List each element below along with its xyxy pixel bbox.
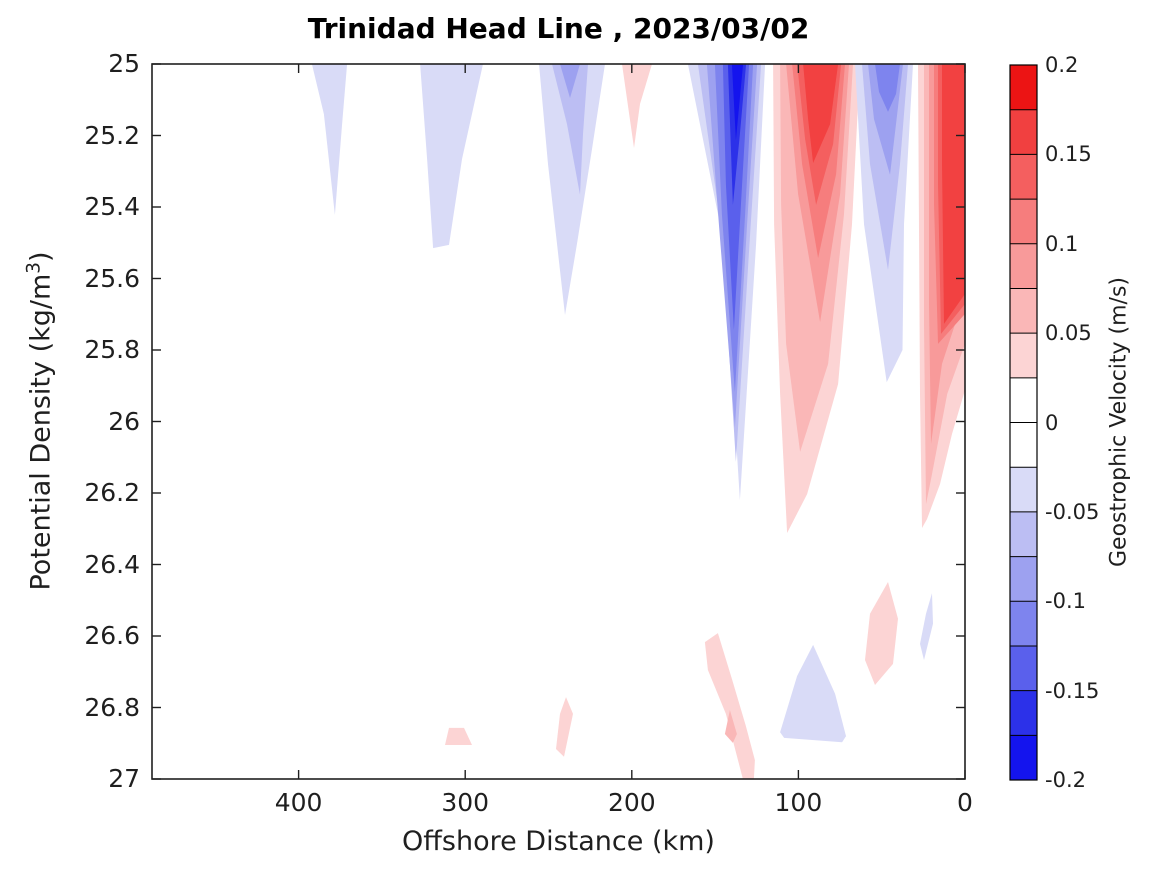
colorbar-segment (1010, 377, 1037, 423)
y-tick-label: 26 (108, 406, 140, 436)
colorbar-tick-label: -0.05 (1045, 499, 1100, 524)
x-tick-label: 400 (274, 788, 323, 817)
y-tick-label: 25.6 (84, 263, 140, 293)
colorbar-segment (1010, 422, 1037, 468)
colorbar-segment (1010, 288, 1037, 334)
colorbar-segment (1010, 243, 1037, 289)
colorbar-tick-label: 0.05 (1045, 321, 1092, 346)
x-tick-label: 200 (607, 788, 656, 817)
y-tick-label: 27 (108, 764, 140, 793)
colorbar-label: Geostrophic Velocity (m/s) (1106, 276, 1132, 568)
contour-band-blue-jet-140km-L7 (731, 64, 744, 141)
contour-band-deep-blue-blob-90km (780, 644, 846, 743)
colorbar-segment (1010, 556, 1037, 602)
contour-band-blue-band-45km-L4 (875, 64, 900, 112)
contour-band-deep-pink-core-140km (724, 710, 737, 743)
colorbar-tick-label: -0.15 (1045, 678, 1100, 703)
y-tick-label: 25.8 (84, 335, 140, 364)
contour-band-coastal-red-L6 (942, 64, 965, 324)
colorbar-tick-label: -0.1 (1045, 589, 1086, 614)
y-axis-label-close: ) (25, 251, 57, 263)
contour-band-blue-jet-140km-L5 (722, 64, 750, 330)
y-tick-label: 26.8 (84, 692, 140, 722)
contour-bands (311, 64, 965, 779)
colorbar-border (1009, 64, 1038, 781)
contour-band-deep-pink-patch-305km (445, 727, 472, 745)
contour-band-deep-pink-sliver-240km (556, 697, 573, 757)
chart-title: Trinidad Head Line , 2023/03/02 (307, 12, 810, 45)
colorbar-tick-label: 0.2 (1045, 53, 1079, 77)
y-tick-label: 25.4 (84, 192, 140, 221)
contour-band-blue-jet-140km-L6 (727, 64, 747, 205)
x-tick-label: 0 (957, 788, 973, 817)
colorbar-segment (1010, 199, 1037, 245)
y-tick-label: 26.6 (84, 621, 140, 650)
colorbar-segment (1010, 65, 1037, 111)
x-tick-label: 100 (774, 788, 823, 817)
colorbar-tick-label: 0 (1045, 410, 1059, 435)
colorbar-segment (1010, 467, 1037, 513)
contour-band-wedge-310km (420, 64, 483, 249)
contour-band-pink-sliver-196km (622, 64, 652, 148)
contour-band-wedge-235km-outer (539, 64, 605, 315)
colorbar-segment (1010, 645, 1037, 692)
y-tick-label: 25 (108, 49, 140, 78)
colorbar-tick-label: -0.2 (1045, 768, 1086, 792)
colorbar-tick-label: 0.1 (1045, 231, 1079, 256)
y-axis-label-superscript: 3 (23, 262, 45, 274)
colorbar-segment (1010, 109, 1037, 155)
contour-band-offshore-wedge-390km (311, 64, 348, 215)
colorbar (1009, 64, 1038, 781)
y-tick-label: 25.2 (84, 120, 140, 150)
contour-band-wedge-235km-inner (560, 64, 580, 98)
colorbar-segment (1010, 735, 1037, 781)
colorbar-segment (1010, 690, 1037, 736)
colorbar-segment (1010, 154, 1037, 200)
colorbar-segment (1010, 511, 1037, 558)
contour-band-red-jet-90km-L6 (803, 64, 839, 163)
x-tick-label: 300 (441, 788, 490, 817)
contour-band-deep-pink-leaf-50km (865, 582, 898, 685)
y-tick-label: 26.2 (84, 478, 140, 507)
axis-ticks (152, 63, 966, 780)
y-tick-label: 26.4 (84, 549, 140, 579)
colorbar-tick-label: 0.15 (1045, 142, 1092, 167)
contour-band-deep-blue-sliver-22km (920, 593, 933, 660)
colorbar-segment (1010, 333, 1037, 379)
contour-band-deep-pink-column-135km (704, 633, 755, 779)
colorbar-segment (1010, 601, 1037, 647)
x-axis-label: Offshore Distance (km) (402, 826, 715, 857)
contour-band-wedge-235km-mid (552, 64, 588, 195)
